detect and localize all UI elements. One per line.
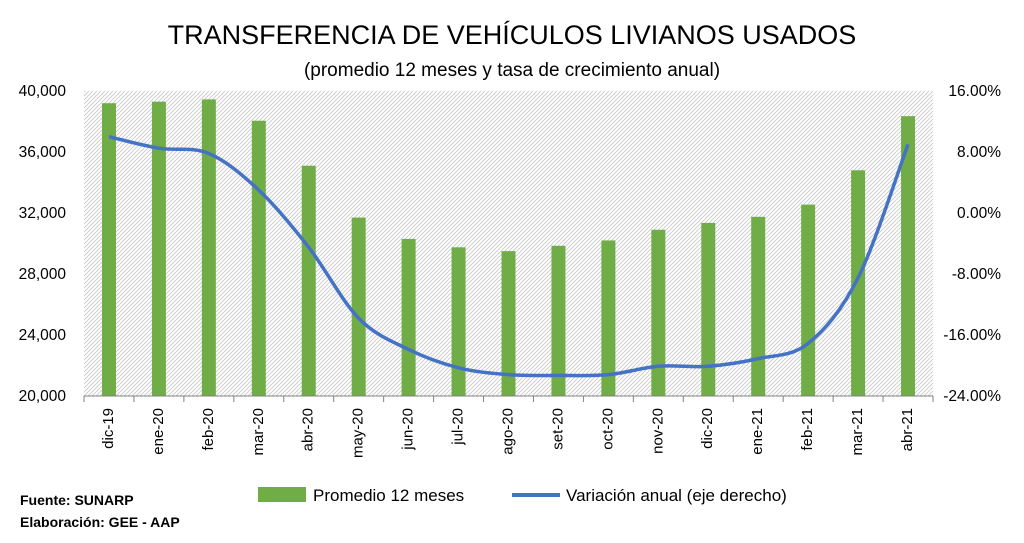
bar: [101, 103, 116, 396]
bar: [801, 204, 816, 396]
bar: [451, 247, 466, 396]
y-right-tick-label: -8.00%: [952, 266, 1001, 283]
bar: [401, 238, 416, 396]
legend-swatch-bar: [258, 487, 306, 502]
bar-series: [101, 99, 916, 397]
left-axis-ticks: 20,000 24,000 28,000 32,000 36,000 40,000: [19, 83, 67, 405]
prepared-by-note: Elaboración: GEE - AAP: [20, 514, 180, 530]
x-tick-label: set-20: [549, 408, 566, 450]
y-right-tick-label: -24.00%: [943, 388, 1001, 405]
x-tick-label: jun-20: [400, 408, 417, 451]
y-right-tick-label: 0.00%: [957, 205, 1001, 222]
x-tick-label: jul-20: [450, 408, 467, 446]
x-tick-label: dic-19: [100, 408, 117, 449]
bar: [901, 116, 916, 396]
source-note: Fuente: SUNARP: [20, 492, 134, 508]
x-tick-label: mar-21: [849, 408, 866, 456]
bar: [751, 216, 766, 396]
legend-label-bar: Promedio 12 meses: [313, 486, 464, 505]
bar: [301, 165, 316, 396]
x-tick-label: feb-21: [799, 408, 816, 451]
legend-label-line: Variación anual (eje derecho): [566, 486, 787, 505]
bar: [601, 240, 616, 396]
bar: [351, 217, 366, 396]
x-tick-label: ene-20: [150, 408, 167, 455]
bar: [701, 222, 716, 396]
bar: [151, 101, 166, 397]
x-tick-label: ago-20: [499, 408, 516, 455]
x-axis-ticks: dic-19 ene-20 feb-20 mar-20 abr-20 may-20 jun-…: [83, 396, 934, 458]
y-left-tick-label: 28,000: [19, 266, 67, 283]
y-left-tick-label: 40,000: [19, 83, 67, 100]
x-tick-label: abr-21: [899, 408, 916, 451]
bar: [201, 99, 216, 396]
chart-subtitle: (promedio 12 meses y tasa de crecimiento…: [304, 60, 720, 81]
x-tick-label: may-20: [350, 408, 367, 458]
x-tick-label: mar-20: [250, 408, 267, 456]
x-tick-label: ene-21: [749, 408, 766, 455]
bar: [851, 170, 866, 396]
y-right-tick-label: 8.00%: [957, 144, 1001, 161]
line-series: [108, 135, 910, 378]
bar: [501, 251, 516, 396]
y-left-tick-label: 20,000: [19, 388, 67, 405]
x-tick-label: abr-20: [300, 408, 317, 451]
x-tick-label: feb-20: [200, 408, 217, 451]
line-path: [108, 135, 910, 378]
y-right-tick-label: -16.00%: [943, 327, 1001, 344]
right-axis-ticks: -24.00% -16.00% -8.00% 0.00% 8.00% 16.00%: [943, 83, 1001, 405]
y-left-tick-label: 24,000: [19, 327, 67, 344]
y-left-tick-label: 32,000: [19, 205, 67, 222]
bar: [251, 120, 266, 397]
bar: [551, 245, 566, 396]
y-left-tick-label: 36,000: [19, 144, 67, 161]
x-tick-label: dic-20: [699, 408, 716, 449]
chart-title: TRANSFERENCIA DE VEHÍCULOS LIVIANOS USAD…: [168, 20, 857, 50]
x-tick-label: oct-20: [599, 408, 616, 450]
y-right-tick-label: 16.00%: [948, 83, 1001, 100]
bar: [651, 229, 666, 396]
legend: Promedio 12 meses Variación anual (eje d…: [258, 486, 787, 505]
x-tick-label: nov-20: [649, 408, 666, 454]
